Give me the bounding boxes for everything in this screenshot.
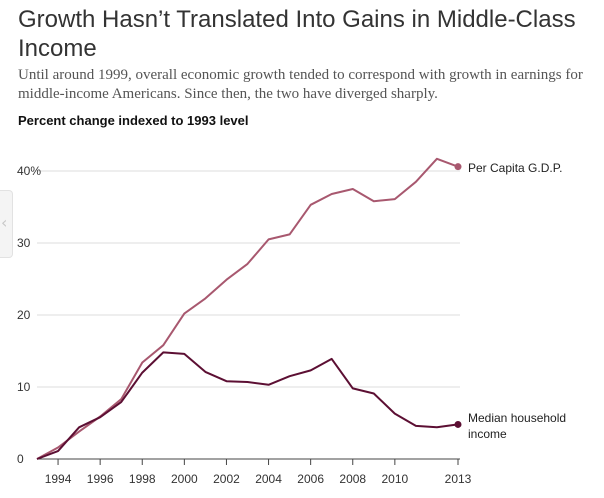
- series-line-gdp: [36, 157, 459, 460]
- y-tick-label: 0: [17, 452, 24, 466]
- y-tick-label: 10: [17, 380, 31, 394]
- side-panel-toggle[interactable]: ‹: [0, 190, 13, 258]
- x-tick-label: 1996: [87, 472, 114, 486]
- series-label-income-line2: income: [468, 427, 507, 441]
- series-lines: [36, 157, 459, 460]
- chart-title: Growth Hasn’t Translated Into Gains in M…: [18, 6, 576, 62]
- grid-lines: [37, 170, 460, 388]
- chart-heading: Percent change indexed to 1993 level: [18, 113, 249, 128]
- x-tick-label: 1998: [129, 472, 156, 486]
- y-tick-label: 20: [17, 308, 31, 322]
- chevron-left-icon: ‹: [1, 213, 8, 232]
- x-tick-label: 2006: [297, 472, 324, 486]
- chart-subtitle: Until around 1999, overall economic grow…: [18, 67, 583, 102]
- x-axis: 1994 1996 1998 2000 2002 2004 2006 2008 2010 2013: [37, 458, 472, 486]
- y-tick-label: 40%: [17, 164, 41, 178]
- y-tick-label: 30: [17, 236, 31, 250]
- x-tick-label: 1994: [45, 472, 72, 486]
- series-label-income-line1: Median household: [468, 411, 566, 425]
- series-line-income: [36, 351, 459, 460]
- x-tick-label: 2004: [255, 472, 282, 486]
- endpoint-dot-income: [454, 420, 462, 428]
- x-tick-label: 2013: [445, 472, 472, 486]
- x-tick-label: 2008: [339, 472, 366, 486]
- series-label-gdp: Per Capita G.D.P.: [468, 161, 563, 175]
- endpoint-dot-gdp: [454, 163, 462, 171]
- series-endpoints: [454, 163, 462, 428]
- x-tick-label: 2000: [171, 472, 198, 486]
- x-tick-label: 2010: [381, 472, 408, 486]
- y-axis-ticks: 0 10 20 30 40%: [17, 164, 41, 466]
- x-tick-label: 2002: [213, 472, 240, 486]
